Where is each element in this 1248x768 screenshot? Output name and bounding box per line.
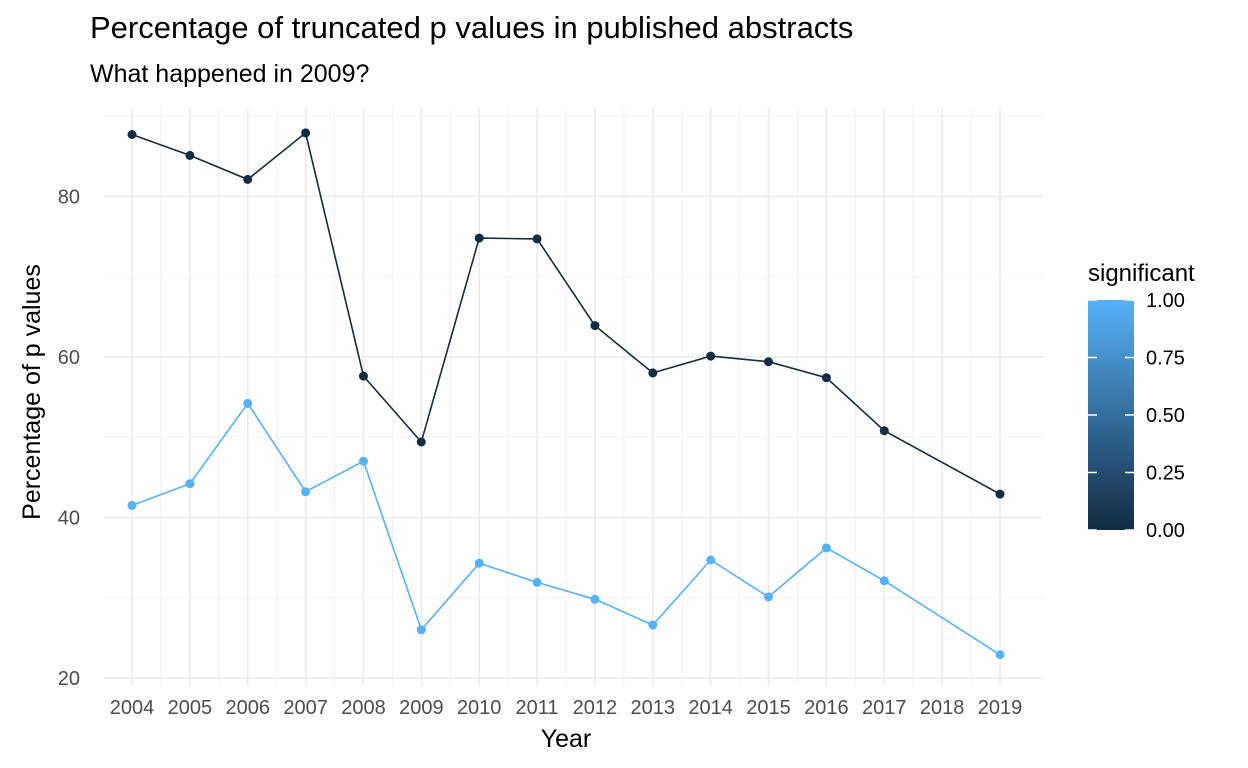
data-point: [532, 577, 542, 587]
data-point: [706, 555, 716, 565]
legend-label: 1.00: [1146, 290, 1185, 312]
series-0: [127, 128, 1005, 499]
x-tick-label: 2013: [631, 697, 676, 719]
data-point: [416, 625, 426, 635]
data-point: [359, 371, 368, 381]
axes: Year Percentage of p values 20 40 60 80 2004…: [18, 186, 1022, 753]
legend-label: 0.00: [1146, 520, 1185, 542]
x-tick-label: 2005: [168, 697, 213, 719]
x-tick-label: 2016: [804, 697, 849, 719]
x-tick-label: 2006: [225, 697, 270, 719]
data-point: [648, 368, 658, 378]
x-tick-label: 2012: [573, 697, 618, 719]
y-tick-label: 20: [58, 668, 80, 690]
data-point: [127, 130, 137, 139]
legend: significant 1.00 0.75 0.50 0.25 0.00: [1088, 260, 1195, 542]
x-tick-label: 2011: [516, 697, 559, 719]
x-tick-label: 2008: [341, 697, 386, 719]
data-point: [590, 321, 600, 331]
legend-label: 0.25: [1146, 463, 1185, 485]
x-tick-label: 2014: [688, 697, 733, 719]
data-point: [821, 373, 831, 383]
data-point: [879, 576, 889, 586]
data-point: [474, 233, 484, 243]
y-tick-label: 60: [58, 347, 80, 369]
data-point: [590, 594, 600, 604]
y-tick-label: 80: [58, 186, 80, 208]
y-axis-title: Percentage of p values: [18, 264, 46, 520]
data-point: [648, 620, 658, 630]
chart-subtitle: What happened in 2009?: [90, 60, 370, 88]
y-tick-label: 40: [58, 507, 80, 529]
x-tick-label: 2007: [283, 697, 328, 719]
series-1: [127, 398, 1005, 660]
x-tick-label: 2009: [399, 697, 444, 719]
data-point: [764, 592, 773, 602]
data-point: [243, 398, 253, 408]
legend-label: 0.50: [1146, 405, 1185, 427]
legend-title: significant: [1088, 260, 1195, 287]
grid: [104, 108, 1043, 686]
data-point: [474, 558, 484, 568]
data-point: [821, 543, 831, 553]
x-tick-label: 2019: [978, 697, 1023, 719]
series-layer: [127, 128, 1005, 660]
x-axis-title: Year: [541, 725, 592, 753]
x-tick-label: 2018: [920, 697, 965, 719]
data-point: [301, 487, 311, 497]
data-point: [185, 479, 195, 489]
data-point: [995, 650, 1005, 660]
legend-label: 0.75: [1146, 348, 1185, 370]
data-point: [359, 456, 368, 466]
data-point: [127, 500, 137, 510]
chart-title: Percentage of truncated p values in publ…: [90, 10, 854, 45]
data-point: [301, 128, 311, 138]
data-point: [706, 351, 716, 361]
data-point: [416, 437, 426, 447]
data-point: [879, 426, 889, 436]
x-tick-label: 2004: [110, 697, 155, 719]
data-point: [243, 174, 253, 184]
data-point: [764, 357, 773, 367]
x-tick-label: 2017: [862, 697, 907, 719]
data-point: [532, 234, 542, 244]
data-point: [995, 489, 1005, 499]
x-tick-label: 2010: [457, 697, 502, 719]
x-tick-label: 2015: [746, 697, 791, 719]
data-point: [185, 150, 195, 160]
